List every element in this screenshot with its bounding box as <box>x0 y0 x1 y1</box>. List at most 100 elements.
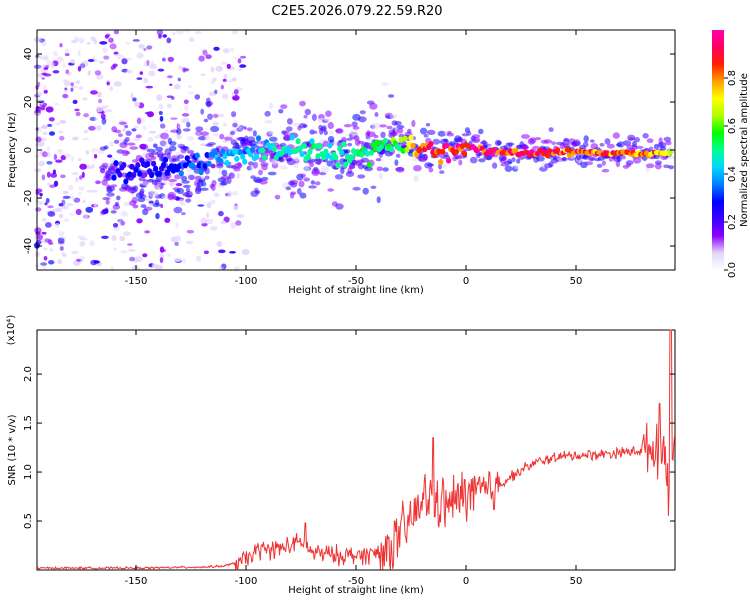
spectrogram-cell <box>167 152 171 160</box>
spectrogram-cell <box>478 158 486 163</box>
spectrogram-cell <box>261 176 269 181</box>
spectrogram-cell <box>375 158 382 162</box>
spectrogram-cell <box>48 131 56 136</box>
spectrogram-cell <box>58 203 64 207</box>
spectrogram-cell <box>302 124 308 128</box>
spectrogram-cell <box>45 106 54 113</box>
spectrogram-cell <box>107 154 113 158</box>
spectrogram-cell <box>200 131 209 136</box>
spectrogram-ridge-cell <box>137 170 143 177</box>
spectrogram-cell <box>292 122 301 127</box>
spectrogram-cell <box>166 103 172 109</box>
spectrogram-cell <box>239 64 247 68</box>
spectrogram-cell <box>115 53 122 57</box>
spectrogram-cell <box>369 102 378 110</box>
spectrogram-cell <box>285 186 291 191</box>
spectrogram-cell <box>226 176 232 184</box>
spectrogram-cell <box>165 252 172 257</box>
spectrogram-cell <box>663 164 670 169</box>
spectrogram-cell <box>42 151 48 158</box>
spectrogram-cell <box>173 257 182 262</box>
spectrogram-cell <box>48 117 55 122</box>
spectrogram-cell <box>58 231 65 237</box>
spectrogram-cell <box>142 253 148 258</box>
spectrogram-cell <box>146 45 153 50</box>
spectrogram-cell <box>41 231 47 235</box>
spectrogram-cell <box>113 81 122 87</box>
y-tick-label: 40 <box>23 48 34 61</box>
spectrogram-cell <box>71 85 79 89</box>
spectrogram-cell <box>82 199 87 204</box>
spectrogram-cell <box>212 113 219 118</box>
spectrogram-cell <box>79 175 83 180</box>
spectrogram-cell <box>195 130 203 136</box>
spectrogram-cell <box>108 37 114 43</box>
spectrogram-cell <box>389 113 398 119</box>
spectrogram-cell <box>59 119 67 124</box>
spectrogram-cell <box>523 145 529 150</box>
spectrogram-cell <box>233 205 239 211</box>
spectrogram-cell <box>213 133 219 137</box>
spectrogram-cell <box>158 33 162 39</box>
spectrogram-cell <box>464 127 470 134</box>
spectrogram-cell <box>218 210 224 217</box>
spectrogram-cell <box>156 150 164 158</box>
spectrogram-cell <box>45 65 49 69</box>
spectrogram-cell <box>521 134 530 139</box>
spectrogram-cell <box>46 151 51 158</box>
spectrogram-cell <box>220 263 227 270</box>
spectrogram-cell <box>174 235 181 242</box>
spectrogram-cell <box>357 174 366 179</box>
spectrogram-x-axis-label: Height of straight line (km) <box>288 285 424 296</box>
spectrogram-cell <box>42 131 48 136</box>
colorbar-tick-label: 0.2 <box>727 214 738 230</box>
spectrogram-cell <box>150 155 157 161</box>
spectrogram-cell <box>194 94 201 100</box>
spectrogram-cell <box>269 136 278 142</box>
colorbar-ticks: 0.0 0.2 0.4 0.6 0.8 <box>724 70 738 278</box>
spectrogram-cell <box>155 213 160 220</box>
spectrogram-cell <box>147 137 154 142</box>
spectrogram-ridge-cell <box>396 145 402 152</box>
spectrogram-cell <box>381 82 389 86</box>
spectrogram-cell <box>110 65 115 71</box>
spectrogram-ridge-cell <box>398 136 404 143</box>
spectrogram-cell <box>50 61 55 69</box>
spectrogram-ridge-cell <box>178 170 184 177</box>
spectrogram-cell <box>166 37 172 44</box>
spectrogram-cell <box>64 52 70 57</box>
spectrogram-cell <box>143 206 153 211</box>
spectrogram-cell <box>169 83 173 87</box>
spectrogram-cell <box>62 62 66 69</box>
spectrogram-cell <box>148 130 157 134</box>
spectrogram-ridge-cell <box>388 146 394 153</box>
spectrogram-cell <box>79 241 86 247</box>
spectrogram-cell <box>41 40 47 47</box>
spectrogram-cell <box>132 137 141 141</box>
spectrogram-cell <box>241 138 246 143</box>
spectrogram-cell <box>86 189 92 193</box>
spectrogram-cell <box>321 166 329 173</box>
spectrogram-cell <box>210 125 220 133</box>
spectrogram-cell <box>93 260 100 264</box>
spectrogram-cell <box>98 98 103 104</box>
spectrogram-ridge-cell <box>402 135 408 142</box>
spectrogram-cell <box>93 203 98 208</box>
spectrogram-cell <box>99 41 108 45</box>
spectrogram-cell <box>106 33 111 37</box>
spectrogram-cell <box>176 187 184 195</box>
spectrogram-cell <box>258 169 263 176</box>
spectrogram-cell <box>52 70 60 74</box>
spectrogram-cell <box>390 131 398 137</box>
spectrogram-cell <box>171 158 180 162</box>
spectrogram-cell <box>335 128 343 133</box>
spectrogram-cell <box>44 238 51 243</box>
spectrogram-ridge-cell <box>254 153 260 160</box>
spectrogram-cell <box>175 196 181 201</box>
spectrogram-cell <box>303 114 308 119</box>
spectrogram-cell <box>104 109 113 113</box>
spectrogram-cell <box>138 44 145 49</box>
spectrogram-cell <box>35 136 42 143</box>
spectrogram-cell <box>601 160 606 166</box>
